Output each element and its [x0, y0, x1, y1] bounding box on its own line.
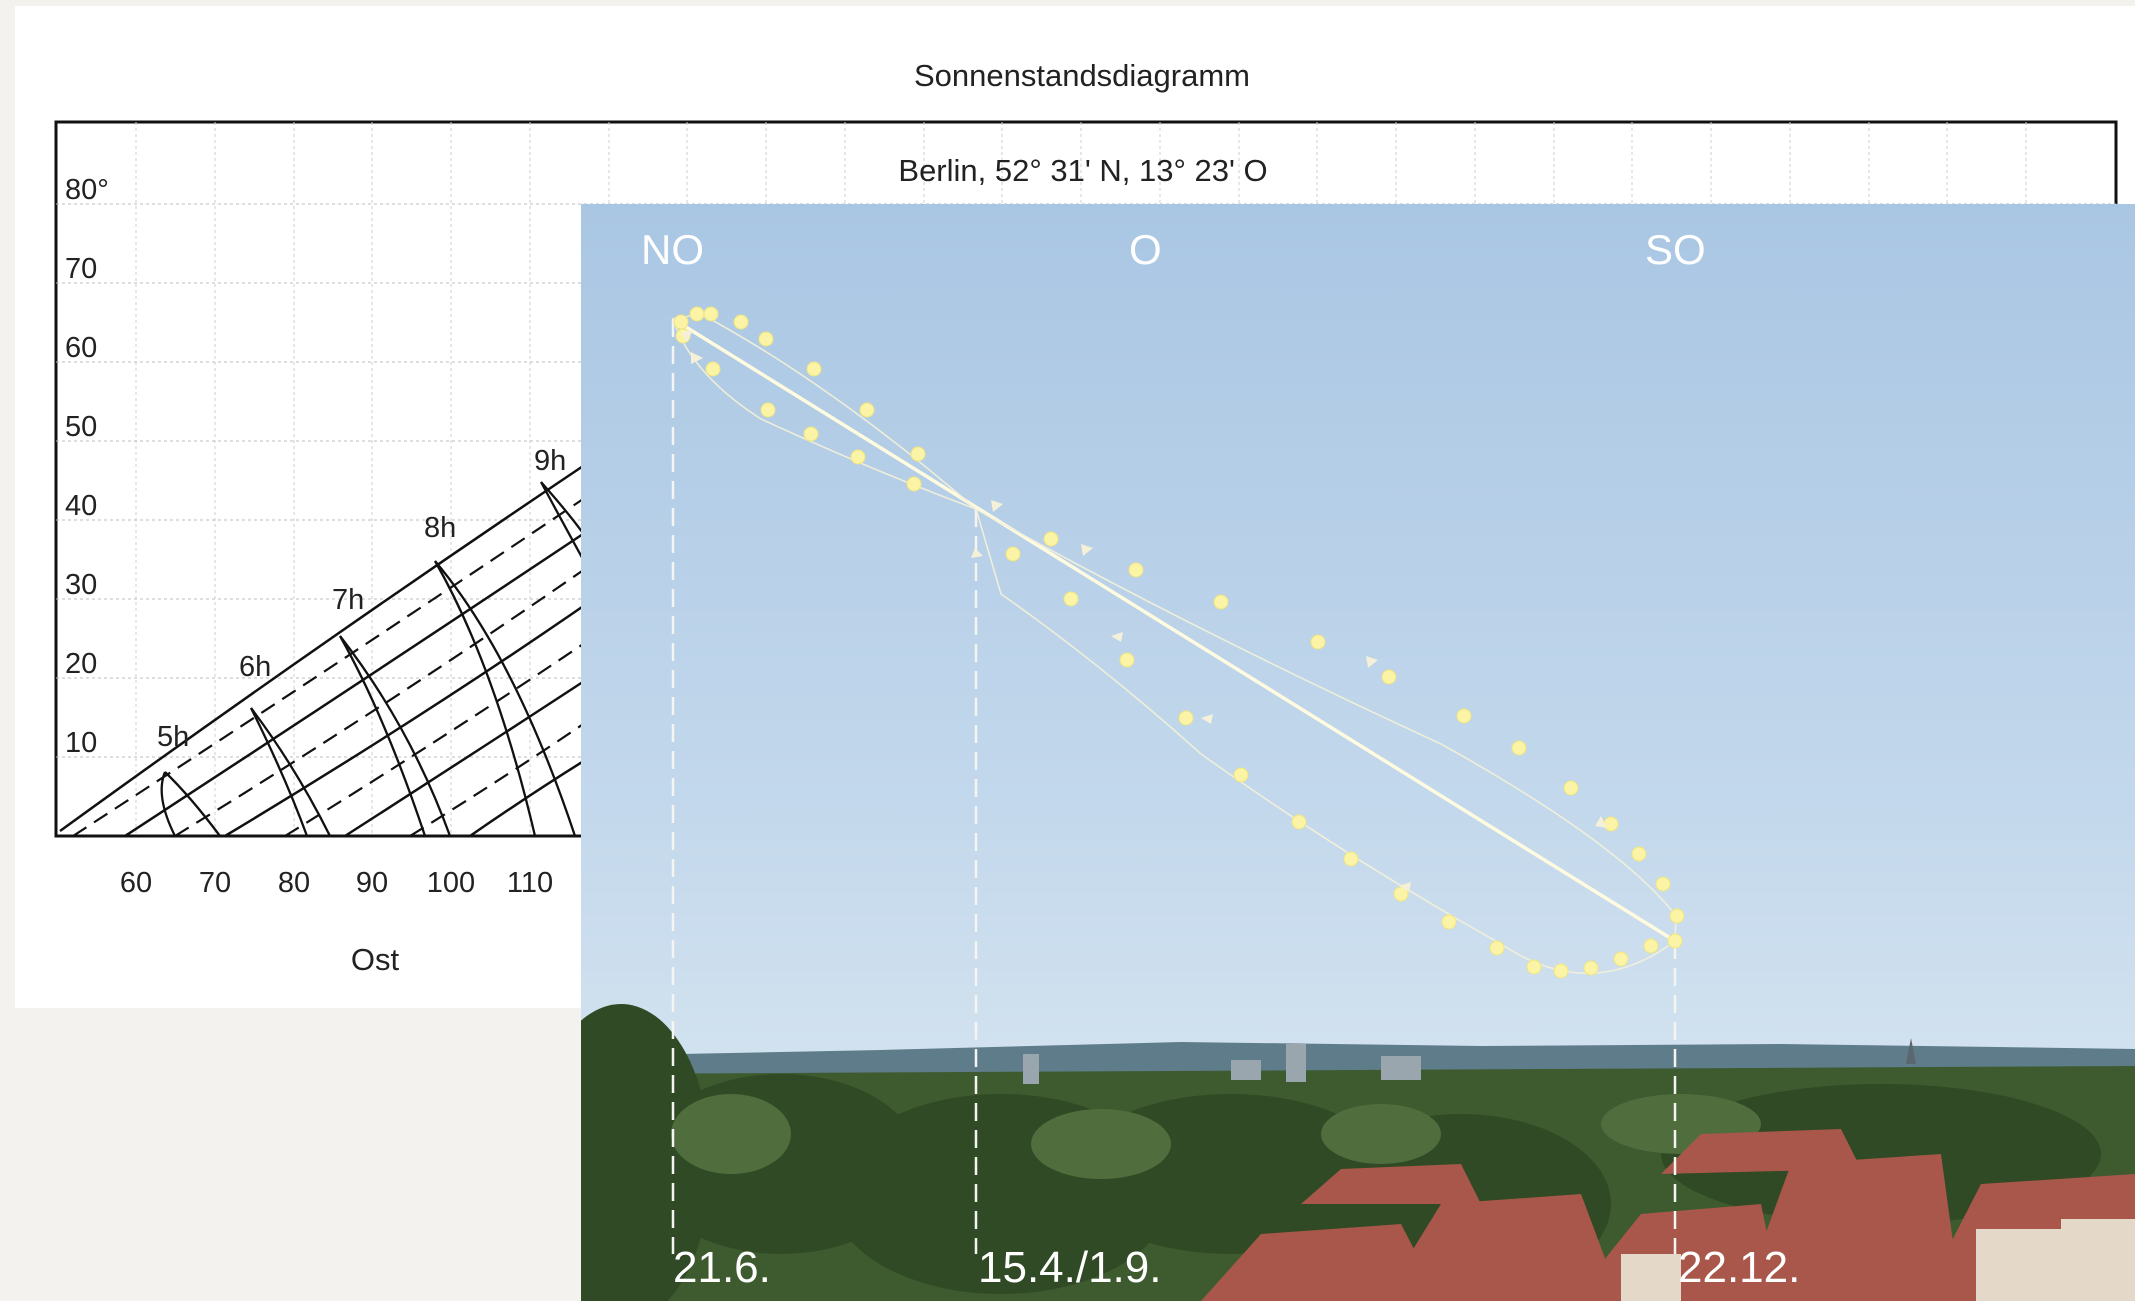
hour-label: 5h [157, 721, 189, 753]
y-tick-label: 20 [65, 648, 97, 680]
date-label-summer-solstice: 21.6. [673, 1243, 771, 1292]
sky [581, 204, 2135, 1064]
y-tick-label: 40 [65, 490, 97, 522]
sun-position-photo-svg: NO O SO 21.6. 15.4./1.9. 22.12. [581, 204, 2135, 1301]
y-tick-label: 60 [65, 332, 97, 364]
x-tick-label: 110 [507, 867, 553, 899]
sun-dots [673, 306, 1685, 979]
date-label-winter-solstice: 22.12. [1678, 1243, 1800, 1292]
date-label-equinox: 15.4./1.9. [978, 1243, 1161, 1292]
church-spire [1906, 1038, 1916, 1064]
date-curves-dashed [72, 490, 596, 837]
distant-buildings [1023, 1044, 1421, 1084]
y-tick-label: 50 [65, 411, 97, 443]
date-curves-solid [59, 456, 596, 838]
x-tick-label: 90 [356, 867, 388, 899]
sun-position-photo: NO O SO 21.6. 15.4./1.9. 22.12. [581, 204, 2135, 1301]
hour-label: 9h [534, 445, 566, 477]
hour-label: 8h [424, 512, 456, 544]
x-axis-label: Ost [351, 942, 400, 977]
direction-label-so: SO [1645, 226, 1706, 273]
direction-arrows [681, 330, 1607, 892]
x-tick-label: 80 [278, 867, 310, 899]
x-tick-label: 60 [120, 867, 152, 899]
hour-label: 7h [332, 584, 364, 616]
y-tick-label: 70 [65, 253, 97, 285]
y-tick-label: 30 [65, 569, 97, 601]
x-tick-label: 100 [427, 867, 475, 899]
y-tick-label: 10 [65, 727, 97, 759]
hour-label: 6h [239, 651, 271, 683]
equinox-line [672, 317, 1676, 943]
reference-lines [671, 319, 1677, 1254]
x-tick-label: 70 [199, 867, 231, 899]
direction-label-no: NO [641, 226, 704, 273]
location-label: Berlin, 52° 31' N, 13° 23' O [898, 153, 1267, 188]
direction-label-o: O [1129, 226, 1162, 273]
house-walls [1621, 1219, 2135, 1301]
y-tick-label: 80° [65, 174, 109, 206]
chart-title: Sonnenstandsdiagramm [914, 58, 1250, 93]
